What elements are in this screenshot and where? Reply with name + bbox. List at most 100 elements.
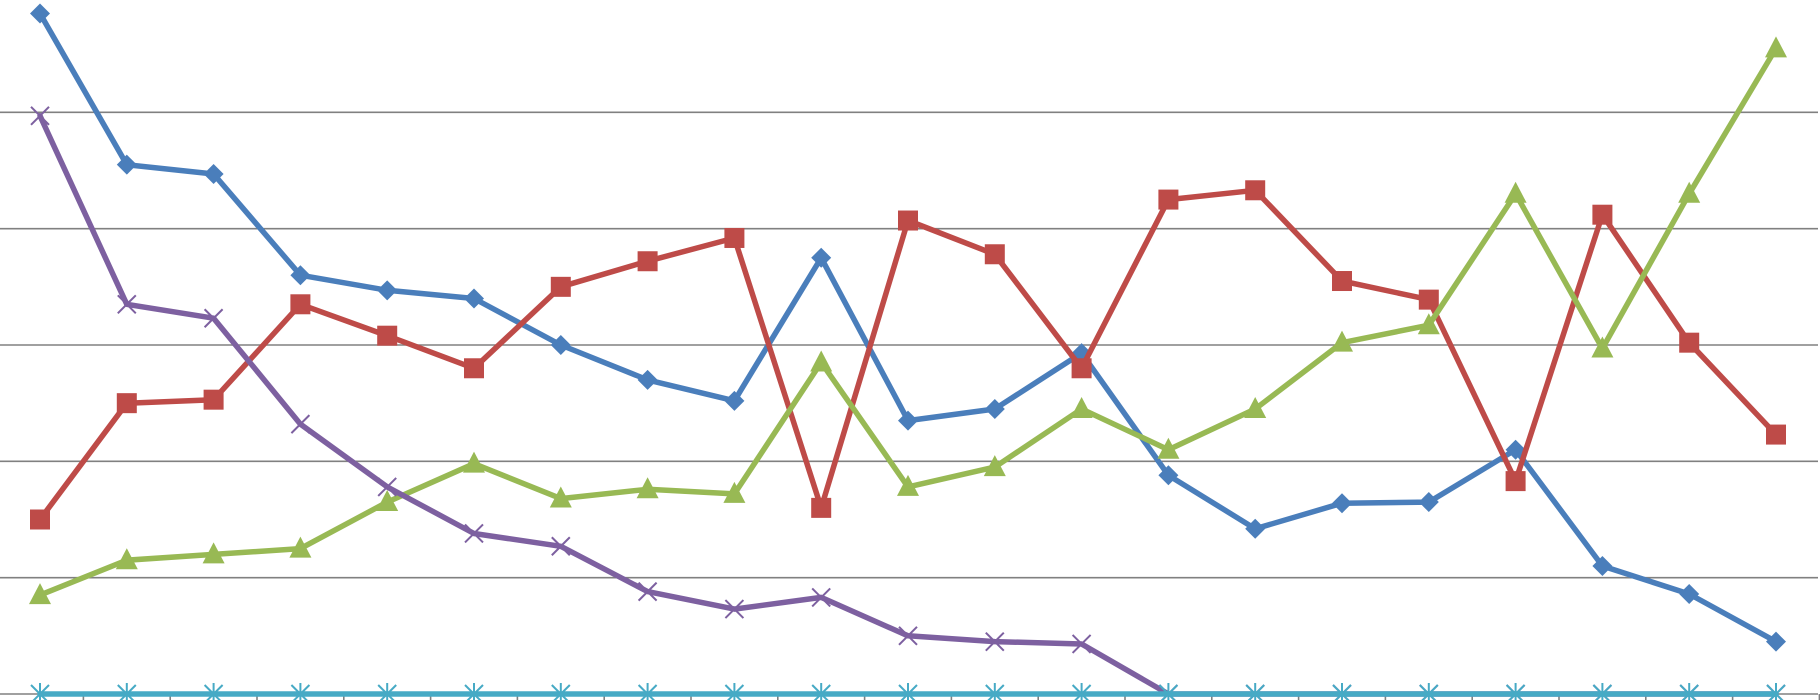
series-3-point: [115, 548, 138, 570]
series-5-point: [377, 683, 397, 700]
series-2-point: [1158, 189, 1179, 210]
series-5-point: [1245, 683, 1265, 700]
series-5-point: [117, 683, 137, 700]
series-5: [30, 683, 1786, 700]
series-5-point: [898, 683, 918, 700]
series-1-point: [377, 280, 398, 301]
series-3-line: [37, 45, 1779, 598]
series-4-point: [551, 536, 571, 556]
series-1-point: [1245, 518, 1266, 539]
series-3-point: [1591, 336, 1614, 358]
series-4-point: [117, 294, 137, 314]
series-2-point: [1332, 271, 1352, 292]
series-1-point: [203, 163, 224, 184]
series-3: [29, 36, 1787, 605]
series-3-point: [1417, 313, 1440, 335]
series-1-point: [1158, 465, 1179, 486]
series-3-point: [1765, 36, 1787, 58]
series-2-point: [1505, 471, 1526, 492]
series-4-point: [637, 581, 658, 602]
series-5-point: [1332, 683, 1352, 700]
series-1-point: [290, 265, 311, 286]
series-4-point: [985, 631, 1005, 652]
series-1-point: [984, 398, 1005, 419]
series-5-point: [464, 683, 484, 700]
series-3-point: [1244, 396, 1267, 418]
series-1-point: [116, 154, 137, 175]
series-5-point: [637, 683, 658, 700]
series-3-point: [723, 481, 746, 503]
series-2-point: [377, 325, 398, 346]
series-2-line: [37, 187, 1779, 523]
series-2-point: [1766, 424, 1786, 445]
series-5-point: [1766, 683, 1786, 700]
series-group: [29, 3, 1787, 700]
series-1-point: [30, 3, 50, 24]
series-3-point: [376, 490, 399, 512]
series-2-point: [550, 276, 571, 297]
series-2-point: [1071, 358, 1092, 379]
series-2-point: [30, 509, 50, 530]
gridlines: [0, 111, 1818, 579]
series-2-point: [898, 210, 918, 231]
series-4-point: [290, 414, 311, 434]
series-1-point: [1505, 439, 1526, 460]
series-1-point: [637, 369, 658, 390]
series-1: [30, 3, 1786, 652]
series-4-point: [30, 106, 50, 126]
series-5-point: [811, 683, 831, 700]
series-3-point: [289, 536, 312, 558]
series-4-point: [1071, 634, 1092, 654]
series-4-point: [811, 587, 831, 608]
series-5-point: [985, 683, 1005, 700]
series-2-point: [724, 227, 745, 248]
series-5-point: [724, 683, 745, 700]
series-1-point: [1679, 583, 1700, 604]
series-3-point: [202, 542, 225, 564]
series-4-point: [724, 599, 745, 619]
series-4-point: [464, 523, 484, 544]
series-2-point: [1679, 332, 1700, 353]
series-1-point: [1592, 556, 1613, 577]
series-1-point: [811, 247, 832, 268]
series-2-point: [1245, 180, 1266, 201]
series-5-point: [1419, 683, 1439, 700]
series-2: [30, 180, 1786, 530]
series-2-point: [637, 251, 658, 272]
series-3-point: [1331, 330, 1353, 352]
series-3-point: [1070, 396, 1093, 418]
series-5-point: [1158, 683, 1179, 700]
series-3-point: [636, 477, 659, 499]
series-3-point: [1504, 181, 1527, 203]
series-2-point: [464, 358, 484, 379]
series-3-point: [983, 455, 1006, 477]
series-4-point: [203, 308, 224, 328]
series-1-point: [464, 288, 484, 309]
series-3-point: [1678, 181, 1701, 203]
series-2-point: [116, 393, 137, 414]
series-2-point: [811, 497, 832, 518]
series-2-point: [1418, 289, 1439, 310]
series-4-point: [898, 626, 918, 646]
series-3-point: [1157, 437, 1180, 459]
series-3-point: [29, 583, 51, 605]
series-3-point: [810, 350, 833, 372]
series-5-point: [1505, 683, 1526, 700]
series-3-point: [549, 486, 572, 508]
series-3-point: [463, 451, 485, 473]
series-2-point: [984, 244, 1005, 265]
series-3-point: [897, 474, 919, 496]
series-2-point: [290, 294, 311, 315]
series-1-point: [898, 410, 918, 431]
series-1-point: [1418, 492, 1439, 513]
series-4-point: [377, 477, 397, 497]
series-5-point: [30, 683, 50, 700]
series-5-point: [1071, 683, 1092, 700]
series-2-point: [203, 389, 224, 410]
series-5-point: [1592, 683, 1613, 700]
series-5-point: [290, 683, 311, 700]
series-5-point: [1679, 683, 1699, 700]
series-1-point: [724, 390, 745, 411]
series-1-point: [1332, 493, 1352, 514]
